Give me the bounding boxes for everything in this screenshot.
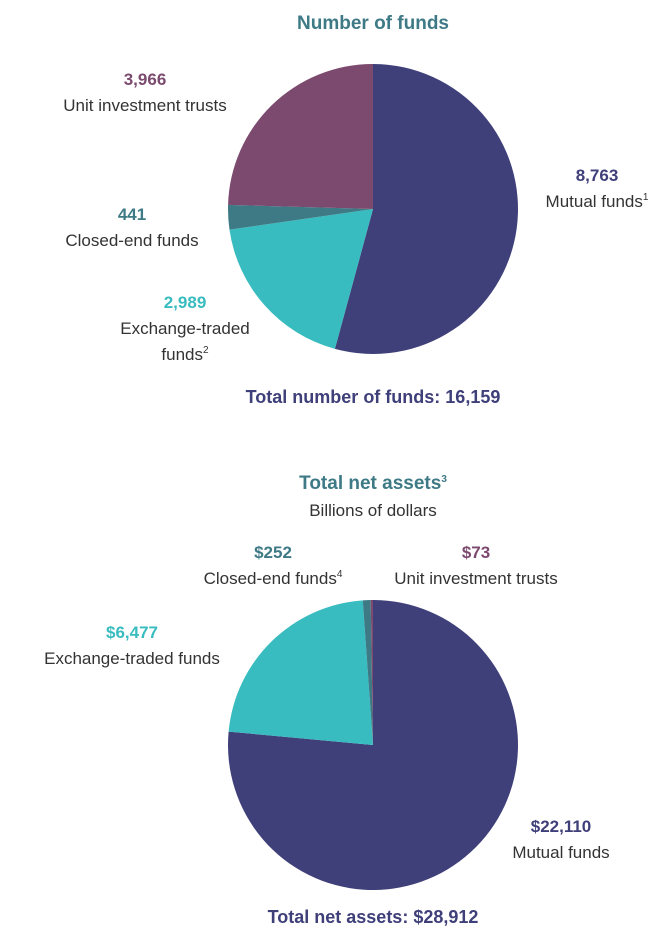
category-text: Exchange-traded funds [44,649,220,668]
category-label: Unit investment trusts [63,93,226,119]
subtitle: Billions of dollars [309,498,437,524]
category-note: 1 [642,192,649,203]
value-text: $252 [254,543,292,562]
value-text: 441 [117,205,147,224]
category-label: Mutual funds [512,840,609,866]
pie-slice [334,64,518,354]
category-text: Exchange-traded funds [120,319,250,364]
category-text: Unit investment trusts [394,569,558,588]
title-text: Total net assets [299,473,442,494]
pie-slice [228,204,373,230]
category-text: Closed-end funds [65,231,199,250]
category-note: 4 [336,569,343,580]
value-label: $73 [462,540,490,566]
value-text: $22,110 [530,817,592,836]
category-note: 2 [203,345,209,356]
chart-title: Total net assets3 [299,471,447,497]
category-text: Closed-end funds [203,569,337,588]
category-text: Unit investment trusts [63,96,227,115]
category-label: Closed-end funds [65,228,198,254]
pie-slice [228,600,373,745]
value-label: $6,477 [106,620,158,646]
category-text: Mutual funds [512,843,610,862]
category-label: Unit investment trusts [394,566,557,592]
title-text: Number of funds [297,13,449,34]
value-label: 3,966 [124,67,167,93]
category-label: Closed-end funds4 [204,566,343,592]
value-text: $73 [461,543,491,562]
pie-slice [228,64,373,209]
value-text: 3,966 [123,70,167,89]
category-text: Mutual funds [545,192,643,211]
value-label: $252 [254,540,292,566]
value-label: 8,763 [576,163,619,189]
total: Total net assets: $28,912 [268,904,479,930]
total: Total number of funds: 16,159 [246,384,501,410]
total-text: Total net assets: $28,912 [267,907,479,927]
value-text: $6,477 [106,623,158,642]
value-text: 2,989 [163,293,207,312]
value-text: 8,763 [575,166,619,185]
category-label: Mutual funds1 [546,189,649,215]
chart-title: Number of funds [297,11,449,37]
title-note: 3 [441,474,447,485]
total-text: Total number of funds: 16,159 [245,387,501,407]
value-label: 2,989 [164,290,207,316]
value-label: 441 [118,202,146,228]
subtitle-text: Billions of dollars [309,501,437,520]
pie-slice [229,209,373,349]
pie-slice [362,600,373,745]
pie-slice [370,600,373,745]
category-label: Exchange-traded funds2 [100,316,270,368]
category-label: Exchange-traded funds [44,646,220,672]
value-label: $22,110 [531,814,592,840]
